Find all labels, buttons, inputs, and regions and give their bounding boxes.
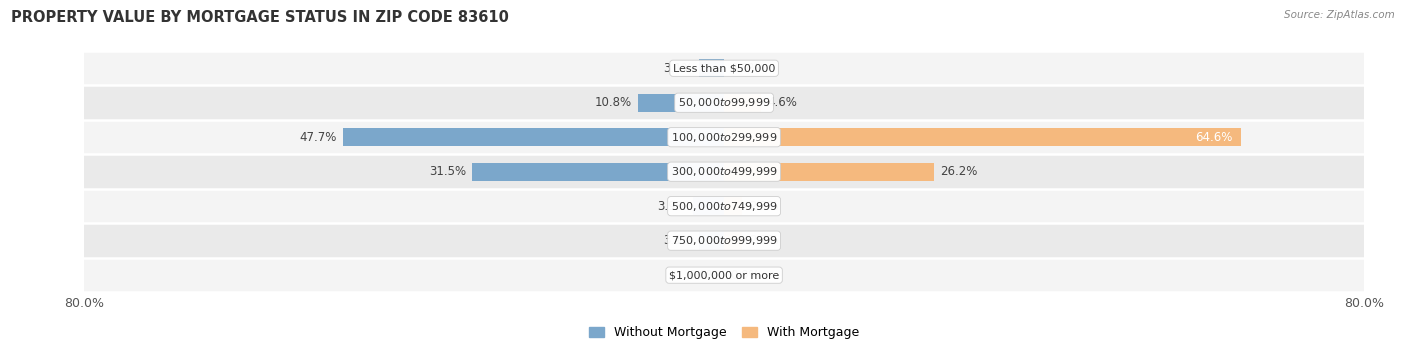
- Text: $50,000 to $99,999: $50,000 to $99,999: [678, 96, 770, 109]
- Bar: [84, 258, 1364, 292]
- Bar: [724, 232, 742, 250]
- Bar: [343, 128, 724, 146]
- Text: 0.0%: 0.0%: [688, 269, 717, 282]
- Bar: [472, 163, 724, 181]
- Bar: [699, 232, 724, 250]
- Bar: [699, 59, 724, 77]
- Bar: [84, 154, 1364, 189]
- Text: 0.0%: 0.0%: [731, 269, 761, 282]
- Bar: [724, 94, 761, 112]
- Text: 3.1%: 3.1%: [664, 234, 693, 247]
- Bar: [84, 51, 1364, 85]
- Bar: [724, 128, 1240, 146]
- Bar: [84, 223, 1364, 258]
- Bar: [84, 189, 1364, 223]
- Text: 64.6%: 64.6%: [1195, 131, 1233, 144]
- Legend: Without Mortgage, With Mortgage: Without Mortgage, With Mortgage: [589, 326, 859, 339]
- Bar: [693, 197, 724, 215]
- Text: 26.2%: 26.2%: [941, 165, 977, 178]
- Text: $750,000 to $999,999: $750,000 to $999,999: [671, 234, 778, 247]
- Text: 3.9%: 3.9%: [657, 200, 686, 213]
- Text: $500,000 to $749,999: $500,000 to $749,999: [671, 200, 778, 213]
- Bar: [638, 94, 724, 112]
- Bar: [84, 120, 1364, 154]
- Text: 31.5%: 31.5%: [429, 165, 465, 178]
- Text: 47.7%: 47.7%: [299, 131, 336, 144]
- Text: Less than $50,000: Less than $50,000: [673, 63, 775, 73]
- Text: 0.0%: 0.0%: [731, 62, 761, 75]
- Text: Source: ZipAtlas.com: Source: ZipAtlas.com: [1284, 10, 1395, 20]
- Bar: [724, 197, 742, 215]
- Bar: [84, 85, 1364, 120]
- Text: 3.1%: 3.1%: [664, 62, 693, 75]
- Text: 2.3%: 2.3%: [749, 200, 779, 213]
- Text: $1,000,000 or more: $1,000,000 or more: [669, 270, 779, 280]
- Text: PROPERTY VALUE BY MORTGAGE STATUS IN ZIP CODE 83610: PROPERTY VALUE BY MORTGAGE STATUS IN ZIP…: [11, 10, 509, 25]
- Text: $100,000 to $299,999: $100,000 to $299,999: [671, 131, 778, 144]
- Text: 10.8%: 10.8%: [595, 96, 631, 109]
- Text: 2.3%: 2.3%: [749, 234, 779, 247]
- Text: 4.6%: 4.6%: [768, 96, 797, 109]
- Bar: [724, 163, 934, 181]
- Text: $300,000 to $499,999: $300,000 to $499,999: [671, 165, 778, 178]
